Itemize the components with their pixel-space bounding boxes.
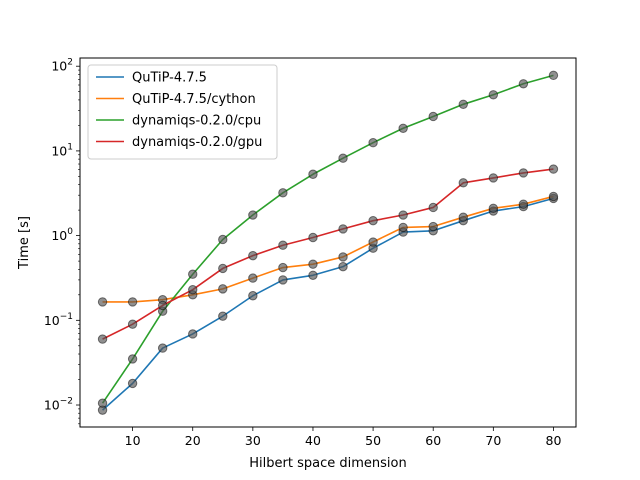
data-point [157, 343, 168, 353]
data-point [278, 188, 288, 198]
y-tick-label: 10−2 [44, 397, 73, 413]
x-tick-label: 30 [245, 433, 261, 448]
data-point [97, 398, 108, 408]
data-point [458, 212, 468, 222]
data-point [278, 275, 288, 285]
x-tick-label: 50 [365, 433, 381, 448]
y-tick-label: 10−1 [44, 312, 73, 328]
data-point [308, 232, 318, 243]
data-point [488, 203, 499, 214]
x-tick-label: 70 [485, 433, 501, 448]
data-point [518, 199, 529, 209]
legend-entry: dynamiqs-0.2.0/gpu [132, 135, 262, 150]
data-point [338, 252, 348, 262]
legend: QuTiP-4.7.5 QuTiP-4.7.5/cython dynamiqs-0.… [87, 64, 278, 160]
data-point [428, 111, 438, 122]
data-point [338, 224, 348, 234]
legend-entry: QuTiP-4.7.5/cython [132, 92, 256, 107]
data-point [278, 262, 288, 273]
data-point [248, 273, 258, 283]
data-point [188, 269, 198, 279]
x-tick-label: 60 [425, 433, 441, 448]
series-line-0 [102, 197, 554, 411]
data-point [368, 138, 378, 148]
plot-frame [79, 57, 577, 428]
legend-entry: QuTiP-4.7.5 [132, 71, 207, 86]
data-point [97, 297, 108, 307]
data-point [248, 210, 258, 220]
data-point [428, 221, 438, 232]
data-point [368, 237, 378, 247]
series-line-3 [102, 168, 554, 340]
x-tick-label: 20 [185, 433, 201, 448]
data-point [488, 90, 499, 100]
data-point [97, 334, 108, 344]
data-point [458, 99, 468, 110]
data-point [157, 300, 168, 311]
x-tick-label: 80 [546, 433, 562, 448]
data-point [188, 284, 198, 295]
legend-box [87, 64, 278, 160]
data-point [488, 173, 499, 183]
data-point [218, 263, 228, 274]
y-axis-label: Time [s] [17, 216, 32, 270]
data-point [518, 168, 529, 178]
x-tick-label: 10 [125, 433, 141, 448]
data-point [308, 259, 318, 269]
data-point [548, 191, 559, 202]
data-point [127, 378, 138, 389]
legend-entry: dynamiqs-0.2.0/cpu [132, 114, 261, 129]
x-tick-label: 40 [305, 433, 321, 448]
y-tick-label: 101 [51, 142, 73, 158]
data-point [548, 70, 559, 81]
data-point [338, 261, 348, 272]
series-line-2 [101, 74, 554, 404]
data-point [398, 210, 408, 220]
data-point [188, 329, 198, 339]
y-tick-label: 100 [51, 227, 73, 243]
data-point [218, 284, 228, 294]
data-point [338, 153, 348, 163]
data-point [248, 291, 258, 301]
data-point [278, 240, 288, 250]
data-point [218, 234, 228, 245]
data-point [308, 270, 318, 280]
data-point [308, 169, 318, 179]
data-point [248, 250, 258, 261]
y-tick-label: 102 [51, 58, 73, 74]
data-point [458, 178, 468, 188]
data-point [428, 202, 438, 213]
data-point [127, 354, 138, 364]
data-point [127, 319, 138, 329]
data-point [127, 297, 138, 307]
data-point [368, 215, 378, 226]
data-point [548, 164, 559, 174]
data-point [518, 79, 529, 89]
x-axis-label: Hilbert space dimension [249, 456, 406, 471]
data-point [398, 123, 408, 133]
data-point [218, 311, 228, 321]
data-point [398, 222, 408, 233]
